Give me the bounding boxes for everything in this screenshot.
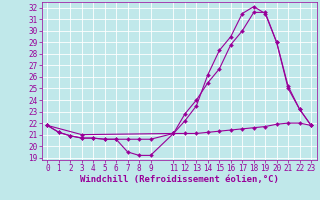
- X-axis label: Windchill (Refroidissement éolien,°C): Windchill (Refroidissement éolien,°C): [80, 175, 279, 184]
